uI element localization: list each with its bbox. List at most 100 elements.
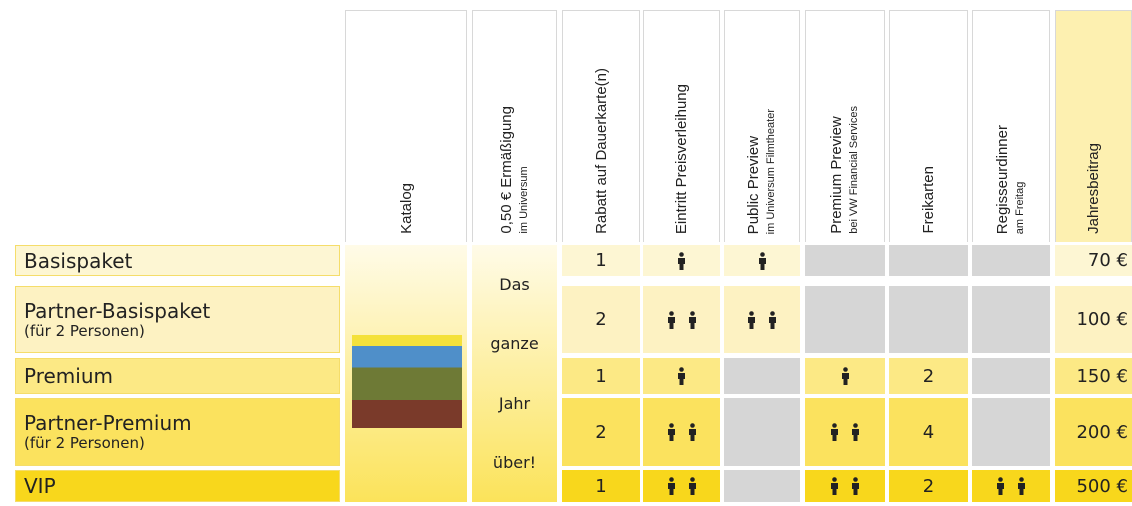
cell-text: 2: [923, 366, 934, 387]
person-icon: [841, 367, 850, 385]
cell-text: 150 €: [1076, 366, 1128, 387]
table-cell: [805, 358, 885, 394]
table-cell: 4: [889, 398, 968, 466]
person-icon: [996, 477, 1005, 495]
header-label: Premium Preview: [828, 116, 845, 234]
person-icon: [667, 477, 676, 495]
person-icon: [688, 477, 697, 495]
table-cell: [724, 398, 800, 466]
package-name: Partner-Basispaket: [24, 300, 339, 322]
table-cell: 2: [562, 286, 640, 353]
person-icon: [747, 311, 756, 329]
package-subname: (für 2 Personen): [24, 322, 339, 340]
person-icon: [688, 423, 697, 441]
table-cell: [805, 245, 885, 276]
person-icon: [677, 367, 686, 385]
table-cell: 100 €: [1055, 286, 1132, 353]
header-label: Eintritt Preisverleihung: [673, 84, 690, 234]
table-cell: [643, 470, 720, 502]
header-sublabel: im Universum: [518, 167, 530, 234]
header-sublabel: am Freitag: [1014, 181, 1026, 234]
person-icons: [996, 477, 1026, 495]
table-cell: 500 €: [1055, 470, 1132, 502]
table-cell: [889, 245, 968, 276]
person-icon: [758, 252, 767, 270]
table-cell: 70 €: [1055, 245, 1132, 276]
cell-text: 200 €: [1076, 422, 1128, 443]
cell-text: 1: [595, 366, 606, 387]
column-header: Eintritt Preisverleihung: [643, 10, 720, 242]
person-icon: [768, 311, 777, 329]
package-table: Katalog 0,50 € Ermäßigungim Universum Raba…: [0, 0, 1132, 506]
person-icons: [758, 252, 767, 270]
table-cell: [724, 286, 800, 353]
person-icon: [667, 311, 676, 329]
span-word: Das: [472, 275, 557, 294]
column-header: Freikarten: [889, 10, 968, 242]
table-cell: [972, 470, 1050, 502]
table-cell: 2: [562, 398, 640, 466]
cell-text: 2: [595, 422, 606, 443]
table-cell: [805, 470, 885, 502]
column-header: Katalog: [345, 10, 467, 242]
row-label: Premium: [15, 358, 340, 394]
column-header: Jahresbeitrag: [1055, 10, 1132, 242]
table-cell: [643, 398, 720, 466]
person-icon: [688, 311, 697, 329]
table-cell: [805, 286, 885, 353]
cell-text: 2: [595, 309, 606, 330]
table-cell: [889, 286, 968, 353]
package-name: Premium: [24, 365, 339, 387]
header-sublabel: bei VW Financial Services: [848, 106, 860, 234]
person-icons: [667, 477, 697, 495]
table-cell: [643, 358, 720, 394]
person-icon: [830, 477, 839, 495]
package-name: Partner-Premium: [24, 412, 339, 434]
header-text: Eintritt Preisverleihung: [673, 84, 690, 234]
table-cell: 1: [562, 358, 640, 394]
package-subname: (für 2 Personen): [24, 434, 339, 452]
package-name: VIP: [24, 475, 339, 497]
header-text: Freikarten: [920, 166, 937, 234]
person-icon: [677, 252, 686, 270]
cell-text: 100 €: [1076, 309, 1128, 330]
table-cell: [643, 245, 720, 276]
table-cell: 150 €: [1055, 358, 1132, 394]
cell-text: 70 €: [1088, 250, 1128, 271]
table-cell: [972, 245, 1050, 276]
cell-text: 2: [923, 476, 934, 497]
header-label: Jahresbeitrag: [1085, 143, 1102, 234]
table-cell: 1: [562, 245, 640, 276]
span-word: Jahr: [472, 394, 557, 413]
span-word: über!: [472, 453, 557, 472]
table-cell: 200 €: [1055, 398, 1132, 466]
header-text: Katalog: [398, 183, 415, 234]
person-icons: [830, 477, 860, 495]
table-cell: [972, 358, 1050, 394]
header-text: Rabatt auf Dauerkarte(n): [593, 68, 610, 234]
header-label: Freikarten: [920, 166, 937, 234]
table-cell: [724, 358, 800, 394]
table-cell: 1: [562, 470, 640, 502]
package-name: Basispaket: [24, 250, 339, 272]
table-cell: [972, 286, 1050, 353]
header-label: Rabatt auf Dauerkarte(n): [593, 68, 610, 234]
row-label: Partner-Premium(für 2 Personen): [15, 398, 340, 466]
table-cell: [724, 245, 800, 276]
column-header: Rabatt auf Dauerkarte(n): [562, 10, 640, 242]
cell-text: 500 €: [1076, 476, 1128, 497]
person-icon: [851, 477, 860, 495]
table-cell: [972, 398, 1050, 466]
person-icons: [830, 423, 860, 441]
cell-text: 4: [923, 422, 934, 443]
table-cell: 2: [889, 470, 968, 502]
person-icon: [667, 423, 676, 441]
